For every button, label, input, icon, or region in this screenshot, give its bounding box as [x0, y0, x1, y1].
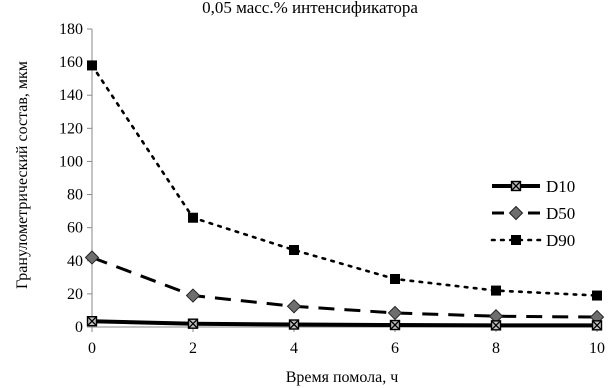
series-d50 [84, 250, 605, 325]
data-point [592, 290, 602, 301]
series-line [91, 256, 598, 319]
data-point [389, 319, 401, 331]
series-layer [84, 60, 605, 331]
y-axis-label: Гранулометрический состав, мкм [14, 61, 31, 289]
chart-title: 0,05 масс.% интенсификатора [202, 0, 418, 17]
y-tick-label: 20 [67, 286, 83, 303]
y-tick-label: 60 [67, 220, 83, 237]
data-point [87, 60, 97, 71]
marker-cross [491, 320, 501, 331]
y-tick-label: 180 [59, 21, 83, 38]
x-tick-label: 6 [391, 340, 399, 357]
data-point [84, 250, 100, 265]
y-tick-label: 160 [59, 54, 83, 71]
legend-label: D90 [546, 231, 575, 250]
data-point [86, 316, 98, 327]
y-tick-label: 40 [67, 253, 83, 270]
legend-label: D10 [546, 177, 575, 196]
y-tick-label: 100 [59, 153, 83, 170]
legend-item-d90: D90 [490, 231, 575, 250]
marker-cross [592, 320, 602, 331]
legend-marker [510, 180, 522, 192]
data-point [188, 212, 198, 223]
x-tick-label: 2 [189, 340, 197, 357]
legend-label: D50 [546, 204, 575, 223]
x-tick-label: 10 [589, 340, 605, 357]
legend-marker [508, 205, 524, 221]
data-point [490, 320, 502, 331]
data-point [289, 245, 299, 256]
series-d90 [87, 60, 602, 301]
marker-cross [390, 320, 400, 330]
legend-marker [511, 235, 521, 245]
series-d10 [86, 316, 603, 331]
data-point [185, 288, 201, 303]
data-point [187, 318, 199, 329]
data-point [390, 273, 400, 284]
marker-cross [511, 181, 521, 191]
series-line [90, 64, 599, 297]
legend: D10 D50 D90 [490, 177, 575, 250]
data-point [288, 319, 300, 330]
marker-cross [87, 316, 97, 327]
x-tick-label: 0 [88, 340, 96, 357]
x-axis-label: Время помола, ч [286, 369, 399, 386]
legend-item-d50: D50 [492, 204, 575, 223]
y-tick-label: 0 [75, 319, 83, 336]
y-tick-label: 80 [67, 187, 83, 204]
x-tick-label: 8 [492, 340, 500, 357]
y-tick-label: 120 [59, 120, 83, 137]
data-point [286, 299, 302, 314]
data-point [387, 305, 403, 321]
axes: 0 20 40 60 80 100 120 140 160 180 0 2 4 6 8 10 [59, 21, 605, 357]
data-point [491, 285, 501, 296]
legend-item-d10: D10 [492, 177, 575, 196]
series-line [91, 319, 597, 328]
x-tick-label: 4 [290, 340, 298, 357]
marker-cross [289, 319, 299, 330]
data-point [591, 320, 603, 331]
y-tick-label: 140 [59, 87, 83, 104]
marker-cross [188, 318, 198, 329]
